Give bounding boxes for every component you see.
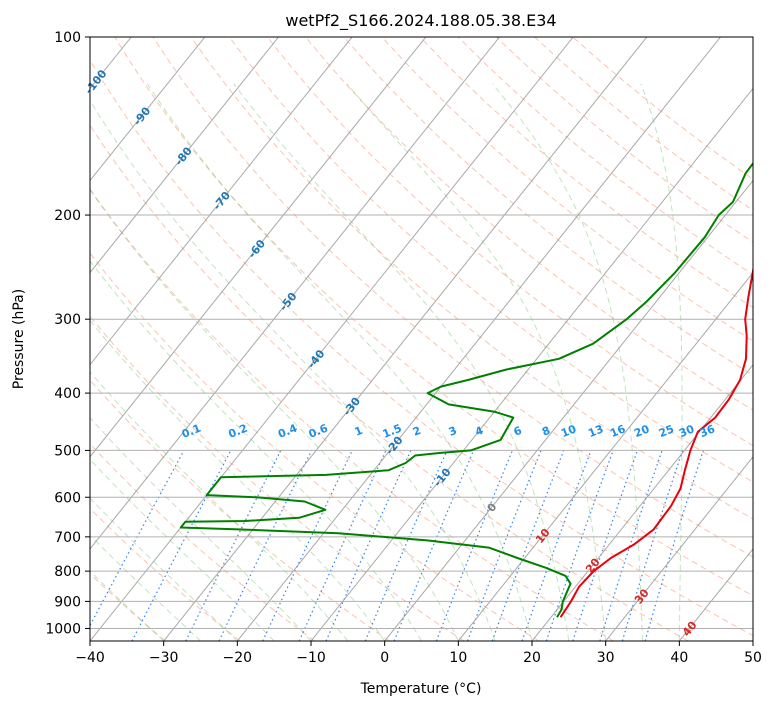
mixing-ratio-line bbox=[298, 450, 387, 641]
x-tick-label: −30 bbox=[149, 650, 179, 666]
moist-adiabat bbox=[90, 534, 201, 641]
isotherm-line bbox=[0, 37, 58, 641]
y-tick-label: 1000 bbox=[45, 621, 81, 637]
mixing-ratio-label: 3 bbox=[447, 424, 459, 439]
mixing-ratio-label: 25 bbox=[657, 422, 676, 440]
mixing-ratio-line bbox=[262, 450, 353, 641]
y-axis-ticks: 1000 900 800 700 600 500 400 300 200 100 bbox=[45, 30, 90, 637]
dry-adiabat bbox=[90, 379, 390, 641]
moist-adiabat bbox=[346, 83, 607, 641]
moist-adiabat bbox=[90, 319, 386, 641]
mixing-ratio-label: 36 bbox=[698, 422, 717, 440]
dry-adiabat bbox=[267, 37, 753, 447]
mixing-ratio-line bbox=[466, 450, 542, 641]
x-tick-label: 50 bbox=[744, 650, 762, 666]
mixing-ratio-line bbox=[218, 450, 313, 641]
isotherm-line bbox=[310, 87, 753, 641]
moist-adiabat bbox=[90, 260, 422, 641]
moist-adiabat bbox=[90, 570, 165, 641]
mixing-ratio-label: 8 bbox=[540, 424, 552, 439]
isotherm-line bbox=[90, 37, 279, 274]
isotherm-line bbox=[531, 363, 753, 641]
moist-adiabat bbox=[90, 371, 349, 641]
mixing-ratio-label: 30 bbox=[677, 422, 696, 440]
isotherm-line bbox=[90, 37, 427, 458]
moist-adiabat bbox=[492, 83, 643, 641]
mixing-ratio-label: 13 bbox=[586, 422, 605, 440]
mixing-ratio-line bbox=[572, 450, 638, 641]
moist-adiabat bbox=[90, 99, 496, 641]
y-tick-label: 200 bbox=[54, 208, 81, 224]
moist-adiabat bbox=[90, 458, 275, 641]
isotherm-line bbox=[457, 271, 753, 641]
x-tick-label: 30 bbox=[597, 650, 615, 666]
x-tick-label: 10 bbox=[449, 650, 467, 666]
y-tick-label: 700 bbox=[54, 530, 81, 546]
moist-adiabat bbox=[640, 83, 683, 641]
x-tick-label: −40 bbox=[75, 650, 105, 666]
mixing-ratio-label: 10 bbox=[559, 422, 578, 440]
isotherm-line bbox=[90, 37, 574, 641]
dry-adiabat bbox=[228, 37, 753, 483]
y-tick-label: 900 bbox=[54, 594, 81, 610]
y-tick-label: 100 bbox=[54, 30, 81, 46]
background-lines bbox=[0, 37, 753, 641]
isotherm-line bbox=[90, 37, 500, 550]
y-axis-title: Pressure (hPa) bbox=[11, 289, 27, 389]
mixing-ratio-label: 1 bbox=[353, 424, 365, 439]
isotherm-line bbox=[605, 456, 753, 641]
dry-adiabat bbox=[343, 37, 753, 376]
moist-adiabat bbox=[90, 188, 459, 641]
y-tick-label: 600 bbox=[54, 490, 81, 506]
mixing-ratio-line bbox=[435, 450, 514, 641]
mixing-ratio-line bbox=[90, 450, 185, 627]
chart-title: wetPf2_S166.2024.188.05.38.E34 bbox=[285, 11, 556, 31]
pressure-gridlines bbox=[90, 36, 753, 629]
y-tick-label: 500 bbox=[54, 443, 81, 459]
moist-adiabat bbox=[90, 416, 312, 641]
data-series bbox=[179, 161, 753, 618]
dry-adiabat bbox=[90, 188, 614, 641]
dry-adiabat bbox=[305, 37, 753, 411]
mixing-ratio-line bbox=[621, 450, 684, 641]
moist-adiabat bbox=[233, 83, 570, 641]
y-tick-label: 300 bbox=[54, 312, 81, 328]
y-tick-label: 800 bbox=[54, 564, 81, 580]
dry-adiabat bbox=[90, 252, 540, 641]
mixing-ratio-label: 16 bbox=[608, 422, 627, 440]
x-tick-label: 20 bbox=[523, 650, 541, 666]
plot-background bbox=[90, 37, 753, 641]
mixing-ratio-line bbox=[185, 450, 282, 641]
isotherm-line bbox=[236, 37, 721, 641]
x-tick-label: 40 bbox=[670, 650, 688, 666]
x-tick-label: 0 bbox=[380, 650, 389, 666]
y-tick-label: 400 bbox=[54, 386, 81, 402]
plot-frame bbox=[89, 36, 754, 642]
dewpoint-line bbox=[179, 161, 753, 618]
dry-adiabat bbox=[90, 124, 689, 641]
isotherm-line bbox=[90, 37, 206, 182]
x-axis-title: Temperature (°C) bbox=[360, 681, 482, 697]
dry-adiabat bbox=[90, 315, 465, 641]
x-axis-ticks: −40 −30 −20 −10 0 10 20 30 40 50 bbox=[75, 641, 762, 666]
isotherm-line bbox=[90, 37, 353, 366]
dry-adiabat bbox=[90, 443, 315, 641]
dry-adiabat bbox=[90, 573, 166, 641]
dry-adiabat bbox=[190, 37, 753, 520]
isotherm-line bbox=[384, 179, 753, 641]
x-tick-label: −10 bbox=[296, 650, 326, 666]
isotherm-line bbox=[163, 37, 648, 641]
isotherm-line bbox=[752, 640, 753, 641]
temperature-line bbox=[559, 263, 753, 618]
mixing-ratio-line bbox=[545, 450, 614, 641]
mixing-ratio-label: 20 bbox=[632, 422, 651, 440]
mixing-ratio-label: 2 bbox=[411, 424, 423, 439]
mixing-ratio-line bbox=[599, 450, 663, 641]
moist-adiabat bbox=[146, 83, 533, 641]
x-tick-label: −20 bbox=[223, 650, 253, 666]
